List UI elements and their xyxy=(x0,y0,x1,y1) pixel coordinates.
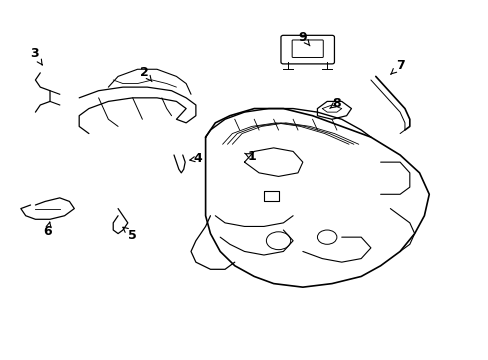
Text: 8: 8 xyxy=(329,97,341,110)
Text: 1: 1 xyxy=(244,150,256,163)
Text: 2: 2 xyxy=(140,66,152,82)
Text: 4: 4 xyxy=(189,152,202,165)
Text: 3: 3 xyxy=(30,47,42,65)
Text: 5: 5 xyxy=(122,227,137,242)
Text: 9: 9 xyxy=(298,31,309,46)
Text: 7: 7 xyxy=(390,59,404,74)
Text: 6: 6 xyxy=(43,222,52,238)
